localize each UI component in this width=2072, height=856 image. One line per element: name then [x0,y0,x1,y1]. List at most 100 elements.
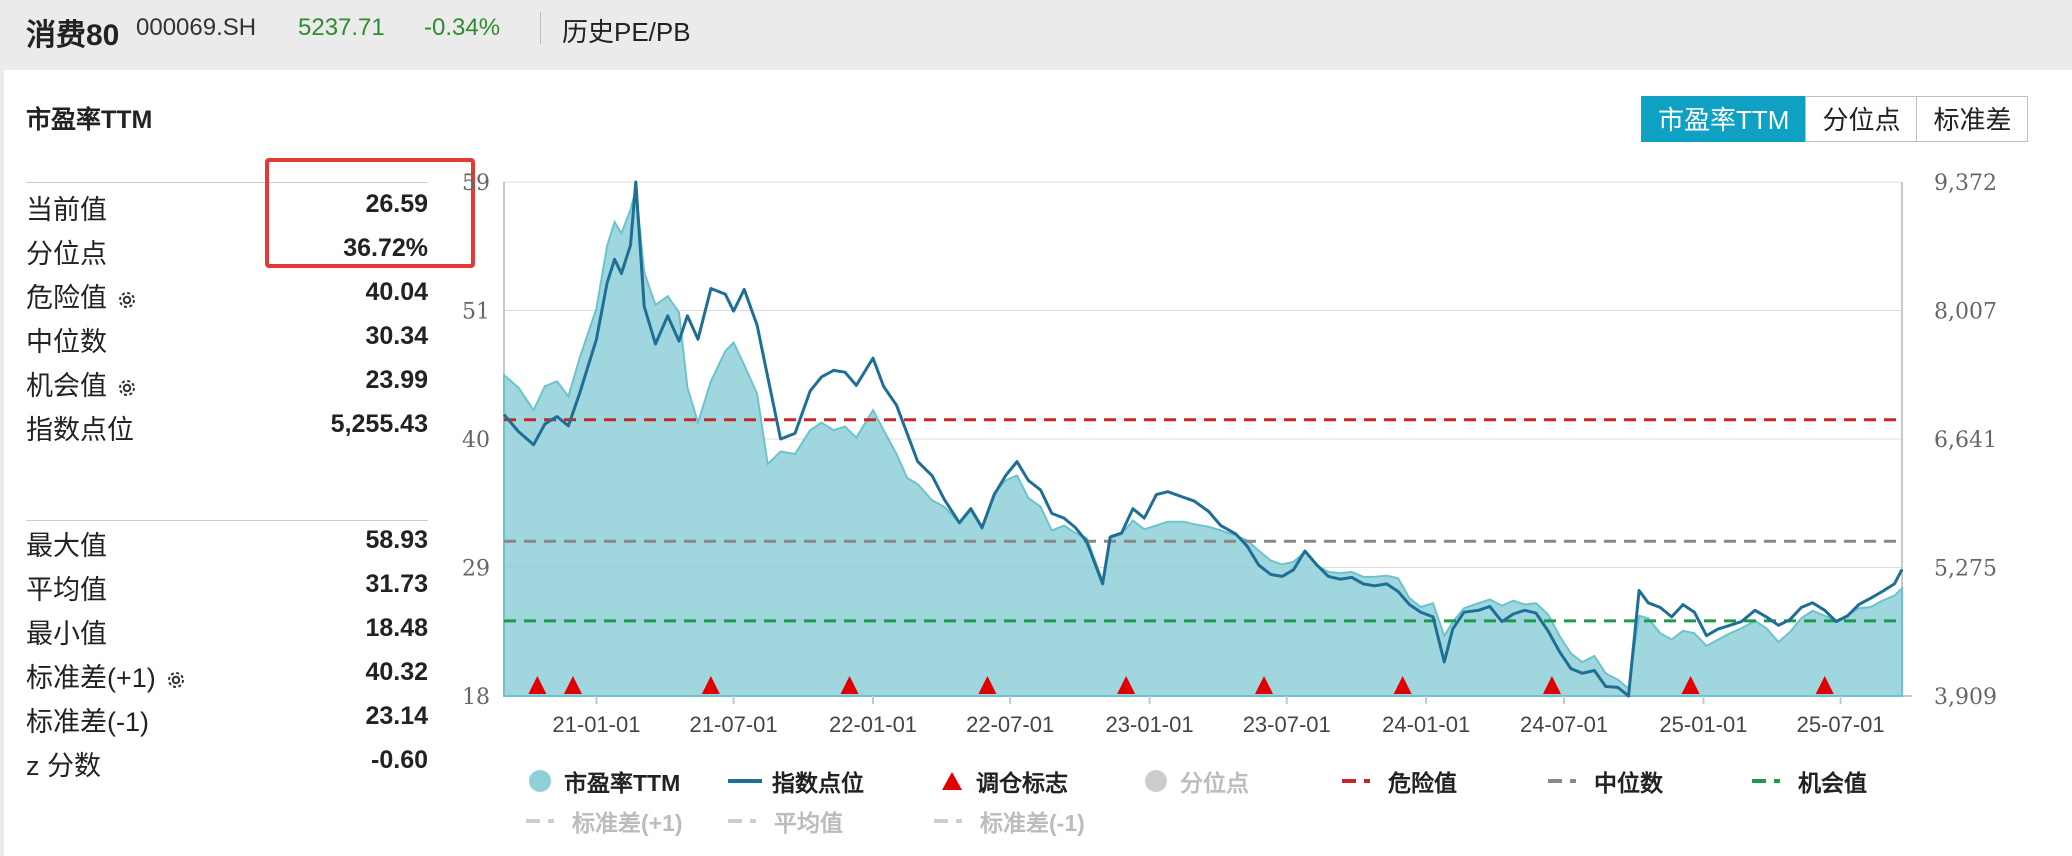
legend-item[interactable]: 市盈率TTM [526,764,680,798]
stat-label: 最大值 [26,531,107,561]
x-tick-label: 25-01-01 [1659,712,1747,737]
rebalance-marker [840,676,859,694]
x-tick-label: 24-07-01 [1520,712,1608,737]
left-tick-label: 51 [462,300,490,325]
legend-dash-icon [526,819,554,823]
rebalance-marker [1681,676,1700,694]
right-tick-label: 9,372 [1934,171,1997,196]
stat-label: 中位数 [26,327,107,357]
legend-dash-icon [728,819,756,823]
rebalance-marker [1393,676,1412,694]
stats-divider-top [26,182,428,183]
legend-item[interactable]: 标准差(-1) [934,804,1085,838]
legend-item[interactable]: 危险值 [1342,764,1457,798]
rebalance-marker [1815,676,1834,694]
legend-item[interactable]: 平均值 [728,804,843,838]
rebalance-marker [563,676,582,694]
stat-label: z 分数 [26,751,102,781]
stat-label: 标准差(-1) [26,707,149,737]
legend-dash-icon [934,819,962,823]
legend-dash-icon [1342,779,1370,783]
stat-row: 分位点 36.72% [26,232,428,270]
stat-label: 机会值 [26,364,139,403]
x-tick-label: 23-01-01 [1106,712,1194,737]
legend-label: 平均值 [774,810,843,836]
stat-value: -0.60 [371,746,428,774]
legend-label: 中位数 [1594,770,1663,796]
left-tick-label: 18 [462,685,490,710]
index-change: -0.34% [424,14,501,41]
rebalance-marker [1254,676,1273,694]
stat-value: 58.93 [365,526,428,554]
legend-label: 指数点位 [772,770,864,796]
gear-icon[interactable] [156,663,188,693]
legend-dash-icon [1548,779,1576,783]
index-price: 5237.71 [298,14,385,41]
header-divider [540,12,541,44]
left-tick-label: 40 [462,428,490,453]
stat-label: 分位点 [26,239,107,269]
stat-row: 危险值 40.04 [26,276,428,314]
stat-value: 31.73 [365,570,428,598]
legend-dot-icon [1145,770,1167,792]
legend-item[interactable]: 中位数 [1548,764,1663,798]
stat-value: 18.48 [365,614,428,642]
legend-item[interactable]: 分位点 [1142,764,1249,798]
highlight-box [265,158,475,268]
legend-label: 市盈率TTM [564,770,681,796]
stat-row: 机会值 23.99 [26,364,428,402]
legend-dot-icon [529,770,551,792]
right-tick-label: 8,007 [1934,300,1997,325]
left-tick-label: 29 [462,557,490,582]
stat-row: 最小值 18.48 [26,612,428,650]
gear-icon[interactable] [107,283,139,313]
legend-item[interactable]: 调仓标志 [938,764,1068,798]
gear-icon [167,671,184,688]
metric-pe-button[interactable]: 市盈率TTM [1641,96,1807,142]
legend-item[interactable]: 机会值 [1752,764,1867,798]
tab-history-pe-pb[interactable]: 历史PE/PB [562,17,691,47]
pe-area-series [503,189,1903,697]
stat-row: 标准差(+1) 40.32 [26,656,428,694]
stats-divider-mid [26,520,428,521]
rebalance-marker [1117,676,1136,694]
stat-row: 中位数 30.34 [26,320,428,358]
legend-label: 标准差(-1) [980,810,1085,836]
metric-std-button[interactable]: 标准差 [1916,96,2029,142]
x-tick-label: 22-01-01 [829,712,917,737]
index-code: 000069.SH [136,14,257,41]
stat-value: 36.72% [343,234,428,262]
x-tick-label: 21-07-01 [690,712,778,737]
stat-label: 指数点位 [26,415,134,445]
right-tick-label: 3,909 [1934,685,1997,710]
stat-value: 40.32 [365,658,428,686]
metric-percentile-button[interactable]: 分位点 [1805,96,1918,142]
stat-label: 危险值 [26,276,139,315]
legend-triangle-icon [942,772,962,790]
stat-value: 23.99 [365,366,428,394]
stats-title: 市盈率TTM [26,106,153,134]
stat-value: 30.34 [365,322,428,350]
stat-row: 标准差(-1) 23.14 [26,700,428,738]
legend-dash-icon [1752,779,1780,783]
x-tick-label: 21-01-01 [552,712,640,737]
x-tick-label: 24-01-01 [1382,712,1470,737]
x-tick-label: 25-07-01 [1797,712,1885,737]
legend-label: 调仓标志 [976,770,1068,796]
legend-item[interactable]: 指数点位 [728,764,864,798]
stat-row: 指数点位 5,255.43 [26,408,428,446]
legend-item[interactable]: 标准差(+1) [526,804,683,838]
x-tick-label: 22-07-01 [966,712,1054,737]
stat-row: z 分数 -0.60 [26,744,428,782]
rebalance-marker [978,676,997,694]
index-line-series [502,180,1904,698]
rebalance-marker [528,676,547,694]
main-panel [4,70,2072,856]
stat-label: 标准差(+1) [26,656,188,695]
rebalance-marker [1542,676,1561,694]
gear-icon[interactable] [107,371,139,401]
legend-line-icon [728,779,762,783]
metric-toggle: 市盈率TTM 分位点 标准差 [1641,96,2029,142]
gear-icon [119,379,135,396]
